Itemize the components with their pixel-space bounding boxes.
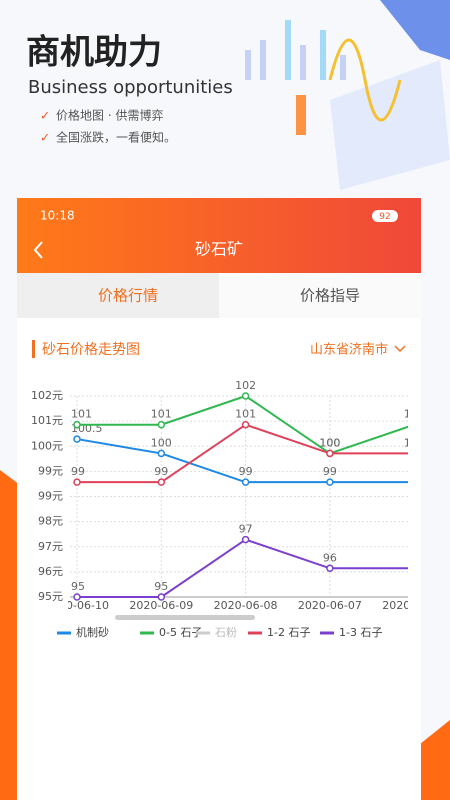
- x-tick-label: 2020-06-09: [129, 599, 193, 612]
- nav-title: 砂石矿: [195, 240, 243, 259]
- data-label: 99: [407, 465, 421, 478]
- legend-label[interactable]: 机制砂: [76, 625, 109, 639]
- header-subtitle: Business opportunities: [28, 77, 233, 98]
- check: ✓: [40, 109, 50, 123]
- point: [241, 478, 250, 486]
- x-tick-label: 2020-06-07: [298, 599, 362, 612]
- data-label: 100: [151, 436, 172, 449]
- location-picker[interactable]: 山东省济南市: [310, 342, 388, 358]
- point: [73, 420, 81, 429]
- time: 10:18: [40, 209, 75, 223]
- y-tick-label: 101元: [31, 414, 63, 427]
- y-tick-label: 100元: [31, 439, 63, 452]
- battery-level: 92: [379, 212, 390, 222]
- y-tick-label: 96元: [38, 565, 63, 578]
- tab-label: 价格指导: [300, 287, 360, 305]
- check: ✓: [40, 131, 50, 145]
- data-label: 101: [151, 408, 172, 421]
- point: [157, 420, 166, 429]
- point: [241, 392, 250, 400]
- point: [73, 478, 81, 486]
- data-label: 95: [71, 580, 85, 593]
- point: [326, 478, 334, 486]
- point: [73, 593, 81, 601]
- x-tick-label: 2020-06-10: [45, 599, 109, 612]
- illustration: [245, 0, 450, 190]
- scrollbar[interactable]: [115, 615, 255, 620]
- point: [326, 564, 334, 573]
- y-tick-label: 95元: [38, 590, 63, 603]
- data-label: 100: [319, 436, 340, 449]
- data-label: 100: [404, 436, 425, 449]
- y-tick-label: 97元: [38, 540, 63, 553]
- data-label: 101: [71, 408, 92, 421]
- top-bar: [17, 198, 421, 273]
- point: [73, 435, 81, 443]
- tab-active[interactable]: [17, 273, 219, 318]
- point: [241, 420, 250, 429]
- point: [157, 449, 166, 458]
- point: [241, 535, 250, 544]
- legend-label[interactable]: 0-5 石子: [159, 626, 202, 639]
- data-label: 99: [154, 465, 168, 478]
- tab-label: 价格行情: [98, 287, 158, 305]
- y-tick-label: 99元: [38, 490, 63, 503]
- tab[interactable]: [219, 273, 421, 318]
- back-button[interactable]: [33, 241, 43, 259]
- legend-label[interactable]: 1-2 石子: [267, 626, 310, 639]
- plot-area: 2020-06-10 2020-06-09 2020-06-08 2020-06-07…: [45, 379, 446, 612]
- legend-label[interactable]: 石粉: [215, 626, 237, 639]
- data-label: 99: [239, 465, 253, 478]
- battery: [372, 210, 398, 222]
- point: [157, 478, 166, 486]
- data-label: 100: [319, 436, 340, 449]
- point: [157, 593, 166, 601]
- y-tick-label: 102元: [31, 389, 63, 402]
- data-label: 101: [235, 408, 256, 421]
- dropdown-icon: [394, 345, 406, 353]
- data-label: 101: [404, 408, 425, 421]
- bullet: 价格地图 · 供需博弈: [56, 108, 163, 123]
- data-label: 102: [235, 379, 256, 392]
- data-label: 99: [323, 465, 337, 478]
- point: [326, 449, 334, 458]
- data-label: 96: [323, 551, 337, 564]
- x-tick-label: 2020-06-06: [382, 599, 446, 612]
- card-title: 砂石价格走势图: [42, 342, 140, 358]
- data-label: 96: [407, 551, 421, 564]
- data-label: 99: [71, 465, 85, 478]
- data-label: 95: [154, 580, 168, 593]
- header-title: 商机助力: [26, 33, 162, 73]
- data-label: 97: [239, 523, 253, 536]
- y-tick-label: 98元: [38, 515, 63, 528]
- title-marker: [32, 340, 35, 358]
- legend-label[interactable]: 1-3 石子: [339, 626, 382, 639]
- bullet: 全国涨跌，一看便知。: [56, 130, 176, 145]
- y-tick-label: 99元: [38, 464, 63, 477]
- x-tick-label: 2020-06-08: [214, 599, 278, 612]
